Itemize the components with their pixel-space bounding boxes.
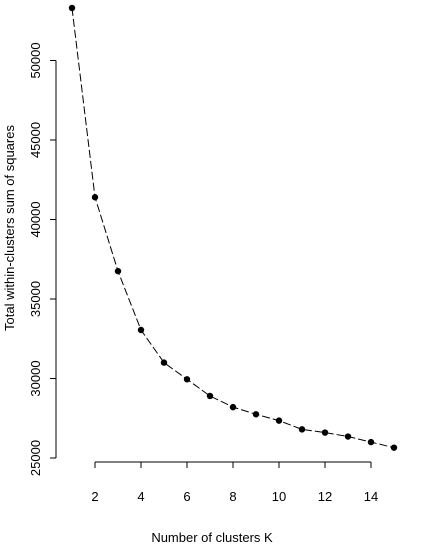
x-tick-label: 6 bbox=[183, 489, 190, 504]
data-point bbox=[160, 359, 168, 366]
data-point bbox=[206, 392, 214, 400]
data-point bbox=[298, 426, 306, 433]
y-tick-label: 40000 bbox=[28, 201, 43, 237]
y-tick-label: 45000 bbox=[28, 122, 43, 158]
x-axis-title: Number of clusters K bbox=[151, 530, 273, 545]
data-point bbox=[137, 326, 145, 334]
data-point bbox=[275, 417, 283, 424]
x-tick-label: 4 bbox=[137, 489, 144, 504]
y-axis-title: Total within-clusters sum of squares bbox=[2, 125, 17, 331]
y-tick-label: 50000 bbox=[28, 42, 43, 78]
x-tick-label: 8 bbox=[229, 489, 236, 504]
data-point bbox=[229, 403, 237, 411]
data-point bbox=[91, 194, 99, 201]
y-tick-label: 25000 bbox=[28, 440, 43, 476]
y-tick-label: 30000 bbox=[28, 360, 43, 396]
plot-area bbox=[68, 4, 398, 451]
x-tick-label: 14 bbox=[364, 489, 378, 504]
data-point bbox=[183, 376, 191, 383]
x-tick-label: 2 bbox=[91, 489, 98, 504]
axes: 2 4 6 8 10 12 14 25000 30000 35000 40000 45000 50000 bbox=[28, 42, 378, 504]
data-point bbox=[252, 411, 260, 418]
data-point bbox=[321, 429, 329, 436]
series-line bbox=[71, 7, 395, 449]
data-point bbox=[114, 267, 122, 275]
data-point bbox=[390, 444, 398, 451]
x-tick-label: 12 bbox=[318, 489, 332, 504]
x-tick-label: 10 bbox=[272, 489, 286, 504]
data-point bbox=[367, 438, 375, 446]
data-point bbox=[344, 433, 352, 440]
data-point bbox=[68, 4, 76, 12]
y-tick-label: 35000 bbox=[28, 281, 43, 317]
